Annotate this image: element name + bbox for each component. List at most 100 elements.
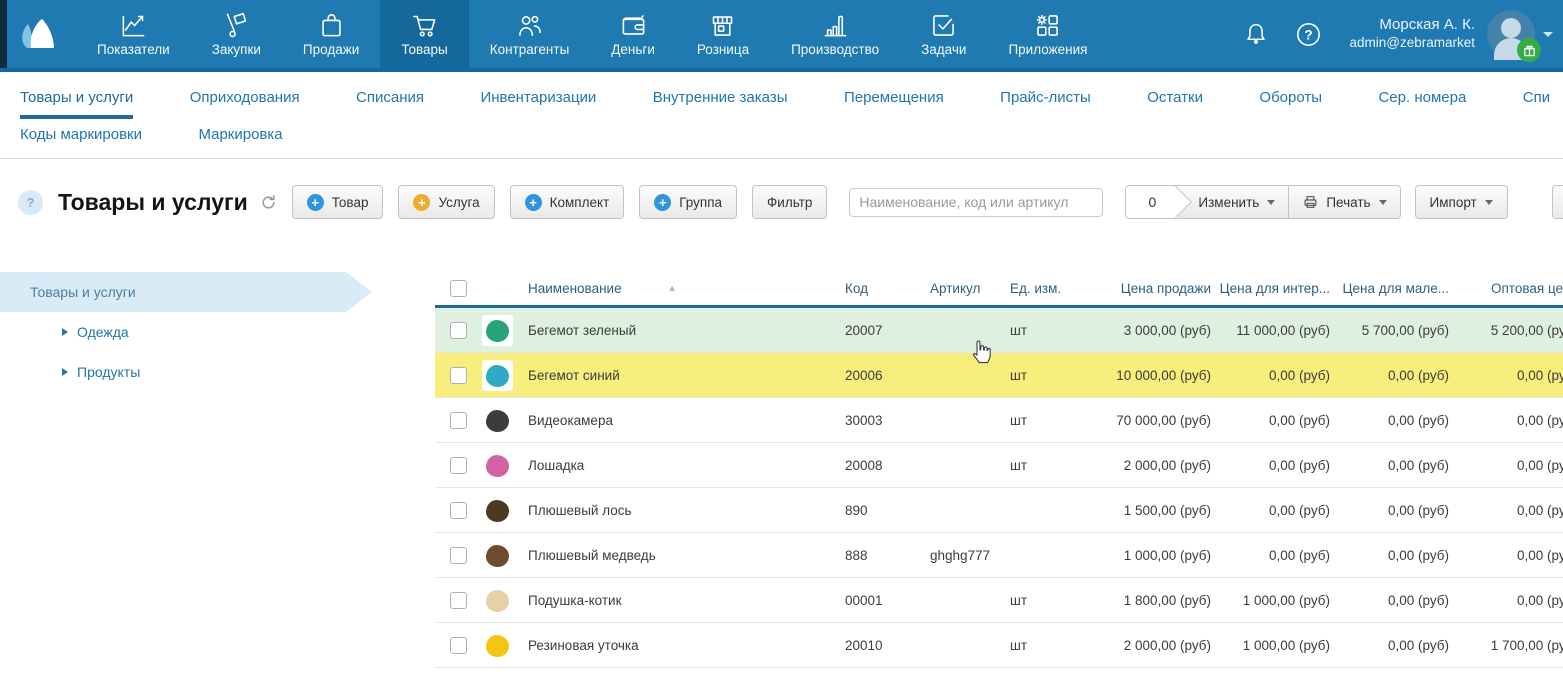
people-icon [519, 15, 541, 36]
search-input[interactable] [849, 187, 1104, 217]
cell-price-internet: 0,00 (руб) [1268, 502, 1330, 518]
page-help-icon[interactable]: ? [18, 189, 43, 215]
print-button[interactable]: Печать [1288, 186, 1399, 218]
nav-item-counterparties[interactable]: Контрагенты [469, 0, 591, 68]
table-row[interactable]: Бегемот зеленый 20007 шт 3 000,00 (руб) … [435, 308, 1563, 353]
tab-marking-codes[interactable]: Коды маркировки [20, 126, 142, 143]
tab-movements[interactable]: Перемещения [843, 89, 944, 106]
table-row[interactable]: Резиновая уточка 20010 шт 2 000,00 (руб)… [435, 623, 1563, 668]
tab-turnovers[interactable]: Обороты [1259, 89, 1323, 106]
tab-receivings[interactable]: Оприходования [189, 89, 300, 106]
import-button[interactable]: Импорт [1414, 185, 1508, 219]
nav-item-purchases[interactable]: Закупки [191, 0, 282, 68]
refresh-button[interactable] [260, 194, 277, 211]
tab-serial-numbers[interactable]: Сер. номера [1378, 89, 1467, 106]
add-group-button[interactable]: + Группа [639, 185, 738, 219]
row-checkbox[interactable] [450, 591, 467, 609]
row-checkbox[interactable] [450, 366, 467, 384]
nav-item-indicators[interactable]: Показатели [76, 0, 191, 68]
notifications-button[interactable] [1239, 17, 1273, 51]
import-label: Импорт [1429, 194, 1477, 210]
row-checkbox[interactable] [450, 456, 467, 474]
filter-button[interactable]: Фильтр [752, 185, 828, 219]
expand-triangle-icon[interactable] [62, 368, 68, 376]
add-product-button[interactable]: + Товар [291, 185, 384, 219]
tab-marking[interactable]: Маркировка [198, 126, 283, 143]
table-row[interactable]: Видеокамера 30003 шт 70 000,00 (руб) 0,0… [435, 398, 1563, 443]
column-article[interactable]: Артикул [930, 281, 981, 296]
help-button[interactable]: ? [1291, 17, 1325, 51]
add-bundle-button[interactable]: + Комплект [509, 185, 625, 219]
column-price-small[interactable]: Цена для мале... [1342, 281, 1449, 296]
sidebar-group-foods[interactable]: Продукты [0, 352, 435, 392]
user-info[interactable]: Морская А. К. admin@zebramarket [1349, 16, 1475, 52]
cell-name[interactable]: Плюшевый лось [528, 502, 632, 518]
row-checkbox[interactable] [450, 321, 467, 339]
nav-label: Показатели [97, 41, 170, 57]
clipped-edge-button[interactable] [1552, 185, 1563, 219]
tab-clipped[interactable]: Спи [1522, 89, 1551, 106]
chevron-down-icon [1378, 199, 1387, 205]
gift-badge[interactable] [1517, 38, 1541, 62]
nav-item-products[interactable]: Товары [380, 0, 469, 68]
plus-icon: + [413, 193, 431, 211]
tab-inventories[interactable]: Инвентаризации [480, 89, 597, 106]
cell-price-internet: 0,00 (руб) [1268, 412, 1330, 428]
nav-item-money[interactable]: Деньги [590, 0, 676, 68]
table-header-row: Наименование ▲ Код Артикул Ед. изм. Цена … [435, 272, 1563, 308]
sidebar-root-group[interactable]: Товары и услуги [0, 272, 372, 312]
nav-item-apps[interactable]: Приложения [987, 0, 1108, 68]
cell-price-small: 0,00 (руб) [1387, 547, 1449, 563]
column-price-internet[interactable]: Цена для интер... [1219, 281, 1330, 296]
tab-stock[interactable]: Остатки [1147, 89, 1203, 106]
nav-item-tasks[interactable]: Задачи [900, 0, 987, 68]
user-avatar[interactable] [1487, 10, 1541, 62]
cell-name[interactable]: Плюшевый медведь [528, 547, 656, 563]
tab-products-services[interactable]: Товары и услуги [20, 89, 134, 119]
column-name[interactable]: Наименование ▲ [528, 281, 677, 296]
tab-writeoffs[interactable]: Списания [356, 89, 425, 106]
cell-unit: шт [1010, 637, 1028, 653]
change-button[interactable]: Изменить [1178, 186, 1288, 218]
sort-asc-icon[interactable]: ▲ [667, 283, 677, 293]
nav-item-retail[interactable]: Розница [676, 0, 770, 68]
column-price-wholesale[interactable]: Оптовая цена [1491, 281, 1563, 296]
tab-internal-orders[interactable]: Внутренние заказы [652, 89, 788, 106]
add-service-button[interactable]: + Услуга [398, 185, 495, 219]
select-all-checkbox[interactable] [450, 280, 467, 297]
cell-name[interactable]: Подушка-котик [528, 592, 622, 608]
user-menu-caret[interactable] [1543, 31, 1553, 37]
table-row[interactable]: Лошадка 20008 шт 2 000,00 (руб) 0,00 (ру… [435, 443, 1563, 488]
cell-name[interactable]: Видеокамера [528, 412, 613, 428]
row-checkbox[interactable] [450, 636, 467, 654]
cell-name[interactable]: Лошадка [528, 457, 585, 473]
nav-item-sales[interactable]: Продажи [282, 0, 380, 68]
row-checkbox[interactable] [450, 411, 467, 429]
column-code[interactable]: Код [845, 281, 868, 296]
bell-icon [1247, 24, 1266, 44]
table-row[interactable]: Бегемот синий 20006 шт 10 000,00 (руб) 0… [435, 353, 1563, 398]
row-checkbox[interactable] [450, 546, 467, 564]
cell-unit: шт [1010, 457, 1028, 473]
change-label: Изменить [1198, 194, 1260, 210]
cell-name[interactable]: Резиновая уточка [528, 637, 639, 653]
table-row[interactable]: Плюшевый лось 890 1 500,00 (руб) 0,00 (р… [435, 488, 1563, 533]
cell-article: ghghg777 [930, 547, 991, 563]
refresh-icon [262, 194, 275, 209]
column-unit[interactable]: Ед. изм. [1010, 281, 1062, 296]
cell-price-wholesale: 0,00 (руб) [1516, 592, 1563, 608]
sidebar-group-clothes[interactable]: Одежда [0, 312, 435, 352]
tabs-row-1: Товары и услуги Оприходования Списания И… [20, 89, 1563, 119]
cell-name[interactable]: Бегемот синий [528, 367, 620, 383]
moysklad-logo[interactable] [0, 0, 76, 68]
row-checkbox[interactable] [450, 501, 467, 519]
table-row[interactable]: Подушка-котик 00001 шт 1 800,00 (руб) 1 … [435, 578, 1563, 623]
bag-icon [321, 13, 341, 36]
nav-item-production[interactable]: Производство [770, 0, 900, 68]
column-price-sale[interactable]: Цена продажи [1120, 281, 1211, 296]
cell-name[interactable]: Бегемот зеленый [528, 322, 637, 338]
expand-triangle-icon[interactable] [62, 328, 68, 336]
page-toolbar: ? Товары и услуги + Товар + Услуга + Ком… [0, 159, 1563, 245]
table-row[interactable]: Плюшевый медведь 888 ghghg777 1 000,00 (… [435, 533, 1563, 578]
tab-price-lists[interactable]: Прайс-листы [1000, 89, 1091, 106]
